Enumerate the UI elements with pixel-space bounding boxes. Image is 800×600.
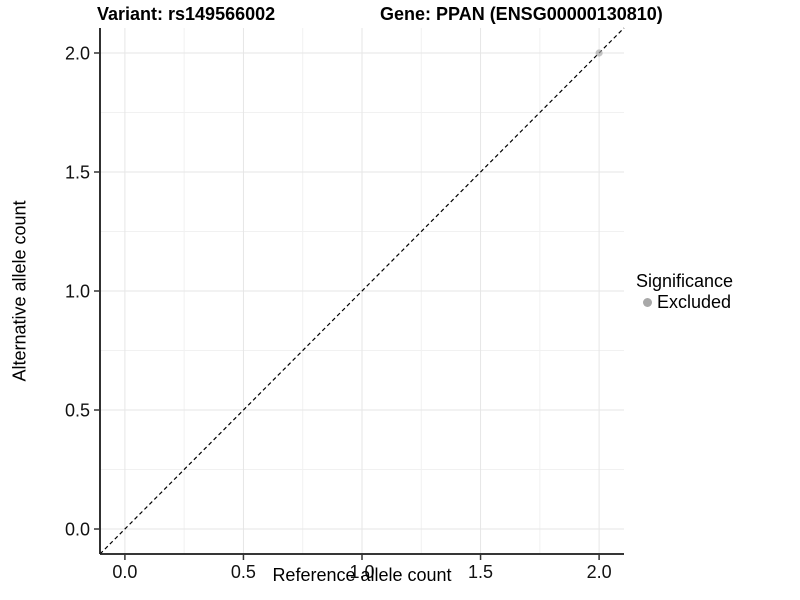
- x-tick-label: 0.5: [231, 562, 256, 582]
- y-tick-label: 1.5: [65, 162, 90, 182]
- x-tick-label: 1.0: [349, 562, 374, 582]
- legend-item-excluded: Excluded: [643, 292, 733, 313]
- gene-title: Gene: PPAN (ENSG00000130810): [380, 4, 663, 24]
- x-tick-label: 1.5: [468, 562, 493, 582]
- x-tick-label: 0.0: [112, 562, 137, 582]
- legend: Significance Excluded: [636, 271, 733, 313]
- legend-key-dot-icon: [643, 298, 652, 307]
- x-tick-label: 2.0: [587, 562, 612, 582]
- legend-title: Significance: [636, 271, 734, 291]
- y-tick-label: 0.5: [65, 401, 90, 421]
- variant-title: Variant: rs149566002: [97, 4, 276, 24]
- y-axis-title: Alternative allele count: [9, 200, 30, 382]
- y-tick-label: 1.0: [65, 282, 90, 302]
- data-point: [595, 49, 603, 57]
- legend-item-label: Excluded: [657, 292, 732, 312]
- y-tick-label: 0.0: [65, 520, 90, 540]
- identity-line: [99, 27, 625, 555]
- x-axis-title: Reference allele count: [272, 565, 452, 585]
- y-tick-label: 2.0: [65, 43, 90, 63]
